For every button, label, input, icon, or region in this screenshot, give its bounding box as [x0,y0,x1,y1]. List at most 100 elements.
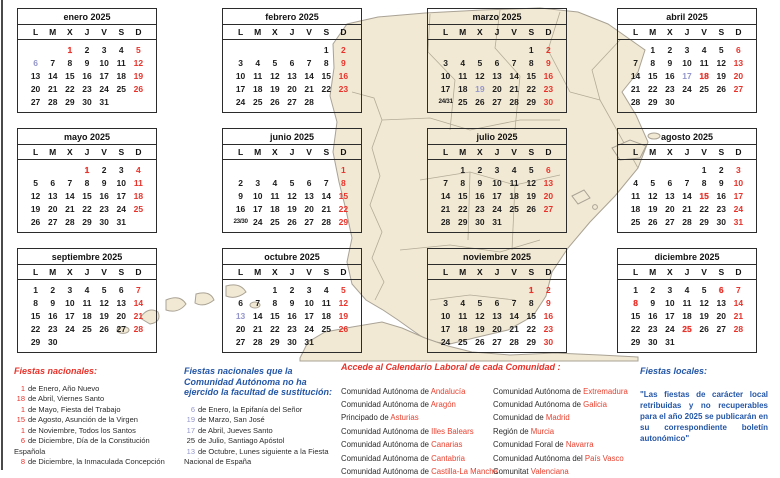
date-cell: 23 [713,203,730,215]
weekday-label: M [454,267,471,277]
date-cell: 25 [454,336,471,348]
date-cell: 22 [627,323,644,335]
holiday-day: 8 [14,457,25,468]
date-cell: 26 [523,203,540,215]
weekday-label: J [78,27,95,37]
date-cell: 12 [27,190,44,202]
date-cell: 5 [644,177,661,189]
weekday-label: S [318,27,335,37]
date-cell: 9 [44,297,61,309]
date-cell: 2 [78,44,95,56]
community-link[interactable]: Castilla-La Mancha [431,467,498,476]
date-cell: 16 [540,310,557,322]
weekday-label: M [44,267,61,277]
date-cell: 30 [540,336,557,348]
date-cell [730,336,747,348]
date-cell: 1 [644,44,661,56]
community-link[interactable]: Asturias [390,413,418,422]
community-link[interactable]: Valenciana [531,467,569,476]
date-cell: 23 [96,203,113,215]
date-cell: 3 [113,164,130,176]
date-cell: 6 [488,297,505,309]
community-link[interactable]: Murcia [531,427,554,436]
weekday-label: J [678,147,695,157]
community-link[interactable]: Canarias [431,440,462,449]
date-cell [249,164,266,176]
date-cell: 16 [661,70,678,82]
community-link[interactable]: Andalucía [431,387,466,396]
community-prefix: Comunidad Autónoma de [493,400,583,409]
date-cell: 23 [78,83,95,95]
weekday-label: V [96,267,113,277]
date-cell [437,164,454,176]
community-link[interactable]: Navarra [566,440,594,449]
community-link[interactable]: Aragón [431,400,456,409]
date-cell: 6 [301,177,318,189]
community-prefix: Comunidad de [493,413,546,422]
community-link[interactable]: País Vasco [585,454,624,463]
community-link[interactable]: Illes Balears [431,427,473,436]
date-cell: 1 [523,284,540,296]
date-cell: 17 [661,310,678,322]
date-cell [471,44,488,56]
date-cell: 4 [627,177,644,189]
date-cell: 21 [506,83,523,95]
date-cell: 20 [488,323,505,335]
weekday-label: J [488,147,505,157]
date-cell: 14 [730,297,747,309]
fiestas-locales-title: Fiestas locales: [640,366,768,377]
weekday-label: M [454,147,471,157]
date-cell: 30 [78,96,95,108]
weekday-label: V [96,147,113,157]
date-cell: 9 [471,177,488,189]
date-cell: 8 [523,297,540,309]
date-cell [266,44,283,56]
community-link[interactable]: Cantabria [431,454,465,463]
date-cell: 6 [27,57,44,69]
weekday-label: D [130,267,147,277]
date-cell: 16 [232,203,249,215]
community-link[interactable]: Galicia [583,400,607,409]
date-cell: 8 [78,177,95,189]
date-cell: 21 [506,323,523,335]
weekday-label: J [678,27,695,37]
community-link[interactable]: Madrid [546,413,570,422]
weekday-label: M [644,147,661,157]
date-cell [283,44,300,56]
date-cell: 9 [644,297,661,309]
weekday-label: V [506,147,523,157]
community-prefix: Comunidad Autónoma de [341,467,431,476]
date-cell: 22 [644,83,661,95]
holiday-day: 17 [184,426,195,437]
date-cell: 14 [627,70,644,82]
date-cell: 12 [266,70,283,82]
weekday-label: V [696,27,713,37]
date-cell: 14 [318,190,335,202]
date-cell: 20 [301,203,318,215]
date-cell: 16 [78,70,95,82]
weekday-label: S [318,147,335,157]
date-cell: 19 [283,203,300,215]
community-link[interactable]: Extremadura [583,387,628,396]
date-cell: 20 [283,83,300,95]
date-cell [301,44,318,56]
weekday-label: V [506,267,523,277]
weekday-label: X [266,27,283,37]
date-cell: 4 [454,297,471,309]
date-cell [27,44,44,56]
date-cell: 3 [488,164,505,176]
date-cell: 10 [661,297,678,309]
date-cell: 19 [96,310,113,322]
weekday-label: X [61,27,78,37]
date-cell: 7 [130,284,147,296]
